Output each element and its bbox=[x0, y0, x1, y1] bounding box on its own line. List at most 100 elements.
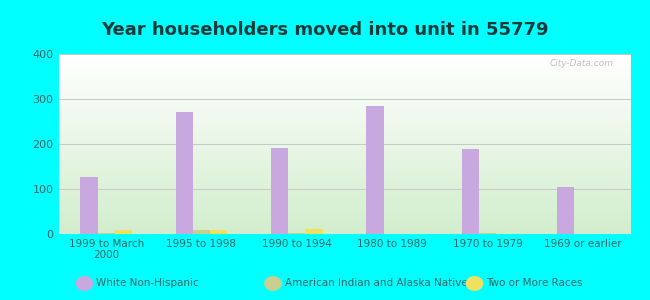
Bar bbox=[58, 132, 630, 133]
Bar bbox=[58, 230, 630, 231]
Bar bbox=[58, 166, 630, 167]
Bar bbox=[479, 233, 496, 234]
Bar bbox=[58, 55, 630, 56]
Bar bbox=[58, 85, 630, 86]
Bar bbox=[58, 68, 630, 69]
Bar bbox=[58, 198, 630, 199]
Bar bbox=[58, 81, 630, 82]
Bar bbox=[58, 137, 630, 138]
Bar bbox=[58, 106, 630, 107]
Bar bbox=[58, 197, 630, 198]
Bar bbox=[58, 123, 630, 124]
Bar bbox=[58, 149, 630, 150]
Bar bbox=[58, 177, 630, 178]
Bar bbox=[58, 210, 630, 211]
Bar bbox=[58, 169, 630, 170]
Bar bbox=[58, 188, 630, 189]
Bar bbox=[58, 127, 630, 128]
Bar bbox=[58, 54, 630, 55]
Bar bbox=[58, 111, 630, 112]
Bar bbox=[58, 58, 630, 59]
Bar bbox=[58, 179, 630, 180]
Bar bbox=[58, 116, 630, 117]
Bar bbox=[58, 232, 630, 233]
Bar bbox=[58, 73, 630, 74]
Bar bbox=[58, 175, 630, 176]
Bar bbox=[58, 221, 630, 222]
Bar bbox=[58, 222, 630, 223]
Bar bbox=[58, 165, 630, 166]
Bar bbox=[58, 202, 630, 203]
Bar bbox=[58, 189, 630, 190]
Bar bbox=[58, 199, 630, 200]
Text: Year householders moved into unit in 55779: Year householders moved into unit in 557… bbox=[101, 21, 549, 39]
Bar bbox=[58, 190, 630, 191]
Bar bbox=[58, 150, 630, 151]
Bar bbox=[58, 136, 630, 137]
Bar bbox=[58, 164, 630, 165]
Bar bbox=[58, 153, 630, 154]
Bar bbox=[58, 74, 630, 75]
Bar bbox=[58, 65, 630, 66]
Bar bbox=[58, 83, 630, 84]
Bar bbox=[58, 146, 630, 147]
Bar bbox=[193, 230, 210, 234]
Bar bbox=[58, 182, 630, 183]
Bar bbox=[58, 218, 630, 219]
Bar bbox=[58, 91, 630, 92]
Bar bbox=[58, 196, 630, 197]
Bar bbox=[58, 121, 630, 122]
Bar bbox=[58, 62, 630, 63]
Bar bbox=[288, 233, 305, 234]
Bar bbox=[210, 230, 228, 234]
Bar bbox=[58, 200, 630, 201]
Bar bbox=[58, 161, 630, 162]
Bar bbox=[58, 131, 630, 132]
Bar bbox=[58, 109, 630, 110]
Bar bbox=[176, 112, 193, 234]
Bar bbox=[58, 157, 630, 158]
Text: Two or More Races: Two or More Races bbox=[486, 278, 582, 289]
Bar bbox=[58, 202, 630, 203]
Bar bbox=[58, 119, 630, 120]
Bar bbox=[58, 125, 630, 126]
Bar bbox=[58, 176, 630, 177]
Bar bbox=[58, 171, 630, 172]
Bar bbox=[58, 152, 630, 153]
Bar bbox=[58, 194, 630, 195]
Bar bbox=[306, 229, 322, 234]
Bar bbox=[115, 230, 132, 234]
Bar bbox=[58, 129, 630, 130]
Bar bbox=[58, 193, 630, 194]
Bar bbox=[58, 184, 630, 185]
Bar bbox=[58, 144, 630, 145]
Bar bbox=[58, 167, 630, 168]
Bar bbox=[58, 209, 630, 210]
Bar bbox=[58, 216, 630, 217]
Bar bbox=[58, 118, 630, 119]
Bar bbox=[58, 102, 630, 103]
Bar bbox=[58, 105, 630, 106]
Bar bbox=[58, 89, 630, 90]
Bar bbox=[58, 228, 630, 229]
Bar bbox=[58, 75, 630, 76]
Bar bbox=[58, 206, 630, 207]
Bar bbox=[58, 108, 630, 109]
Bar bbox=[58, 191, 630, 192]
Bar bbox=[58, 124, 630, 125]
Bar bbox=[58, 215, 630, 216]
Bar bbox=[58, 214, 630, 215]
Bar bbox=[58, 208, 630, 209]
Bar bbox=[367, 106, 384, 234]
Bar bbox=[58, 98, 630, 99]
Bar bbox=[58, 160, 630, 161]
Bar bbox=[58, 95, 630, 96]
Bar bbox=[58, 67, 630, 68]
Bar bbox=[58, 134, 630, 135]
Bar bbox=[58, 156, 630, 157]
Bar bbox=[58, 77, 630, 78]
Bar bbox=[58, 142, 630, 143]
Bar bbox=[58, 212, 630, 213]
Bar bbox=[58, 135, 630, 136]
Bar bbox=[58, 66, 630, 67]
